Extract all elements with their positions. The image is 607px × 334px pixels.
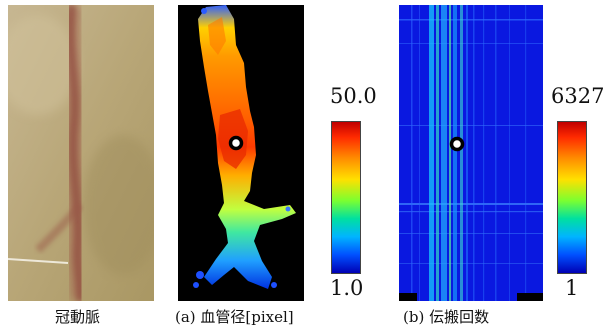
caption-vessel-diameter: (a) 血管径[pixel] xyxy=(175,308,294,326)
coronary-artery-photo xyxy=(8,5,154,301)
colorbar-a-max-label: 50.0 xyxy=(330,84,377,108)
coronary-artery-photo-image xyxy=(8,5,154,301)
colorbar-b-min-label: 1 xyxy=(565,276,579,300)
colorbar-b-max-label: 6327 xyxy=(551,84,605,108)
caption-propagation-count: (b) 伝搬回数 xyxy=(403,308,490,326)
vessel-diameter-map xyxy=(178,5,304,301)
propagation-count-map xyxy=(399,5,543,301)
propagation-count-map-image xyxy=(399,5,543,301)
colorbar-a xyxy=(331,121,361,274)
marker-point-b xyxy=(449,136,465,152)
vessel-diameter-map-image xyxy=(193,5,296,289)
marker-point-a xyxy=(228,135,244,151)
caption-photo: 冠動脈 xyxy=(55,308,101,326)
colorbar-b xyxy=(557,121,587,274)
colorbar-a-min-label: 1.0 xyxy=(330,276,364,300)
